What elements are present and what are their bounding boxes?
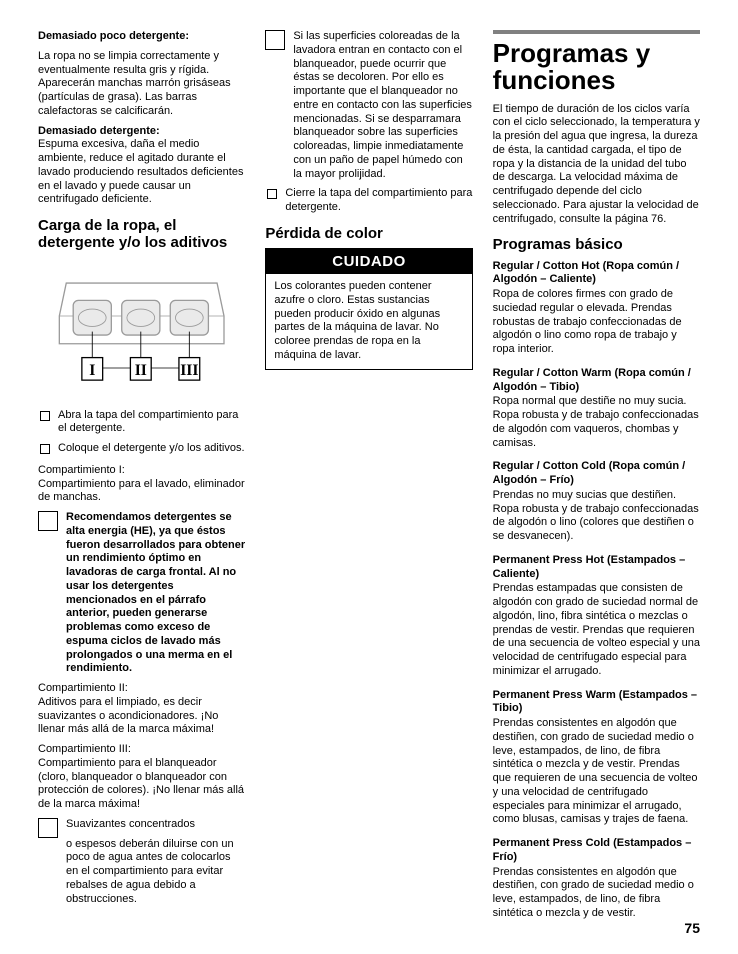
caution-header: CUIDADO (266, 249, 471, 274)
detergent-compartment-diagram: I II III (38, 264, 245, 394)
he-detergent-text: Recomendamos detergentes se alta energia… (66, 511, 245, 676)
program-title: Regular / Cotton Cold (Ropa común / Algo… (493, 460, 700, 488)
section-divider-bar (493, 30, 700, 34)
text-too-much-detergent: Espuma excesiva, daña el medio ambiente,… (38, 138, 245, 207)
program-item: Permanent Press Warm (Estampados – Tibio… (493, 689, 700, 828)
program-body: Ropa normal que destiñe no muy sucia. Ro… (493, 395, 700, 450)
program-item: Permanent Press Cold (Estampados – Frío)… (493, 837, 700, 921)
heading-programs-functions: Programas y funciones (493, 40, 700, 95)
compartment-2-body: Aditivos para el limpiado, es decir suav… (38, 696, 245, 737)
program-body: Prendas consistentes en algodón que dest… (493, 866, 700, 921)
bleach-surfaces-note: Si las superficies coloreadas de la lava… (265, 30, 472, 181)
compartment-2-label: Compartimiento II: (38, 682, 245, 696)
svg-text:III: III (180, 361, 198, 378)
programs-intro: El tiempo de duración de los ciclos varí… (493, 103, 700, 227)
program-item: Regular / Cotton Hot (Ropa común / Algod… (493, 260, 700, 357)
svg-text:I: I (89, 361, 95, 378)
load-steps-list: Abra la tapa del compartimiento para el … (38, 409, 245, 456)
svg-text:II: II (135, 361, 147, 378)
program-body: Prendas no muy sucias que destiñen. Ropa… (493, 489, 700, 544)
step-close-lid: Cierre la tapa del compartimiento para d… (265, 187, 472, 215)
compartment-1-label: Compartimiento I: (38, 464, 245, 478)
heading-basic-programs: Programas básico (493, 236, 700, 253)
step-add-detergent: Coloque el detergente y/o los aditivos. (38, 442, 245, 456)
heading-color-loss: Pérdida de color (265, 225, 472, 242)
program-title: Regular / Cotton Warm (Ropa común / Algo… (493, 367, 700, 395)
page-columns: Demasiado poco detergente: La ropa no se… (38, 30, 700, 931)
program-body: Prendas consistentes en algodón que dest… (493, 717, 700, 827)
heading-load-clothes: Carga de la ropa, el detergente y/o los … (38, 217, 245, 252)
page-number: 75 (684, 920, 700, 936)
text-too-little-detergent: La ropa no se limpia correctamente y eve… (38, 50, 245, 119)
program-item: Regular / Cotton Warm (Ropa común / Algo… (493, 367, 700, 451)
bleach-surfaces-text: Si las superficies coloreadas de la lava… (293, 30, 472, 181)
programs-list: Regular / Cotton Hot (Ropa común / Algod… (493, 260, 700, 921)
program-item: Regular / Cotton Cold (Ropa común / Algo… (493, 460, 700, 544)
compartment-3-body: Compartimiento para el blanqueador (clor… (38, 757, 245, 812)
program-title: Regular / Cotton Hot (Ropa común / Algod… (493, 260, 700, 288)
program-item: Permanent Press Hot (Estampados – Calien… (493, 554, 700, 679)
column-2: Si las superficies coloreadas de la lava… (265, 30, 472, 931)
column-3: Programas y funciones El tiempo de durac… (493, 30, 700, 931)
column-1: Demasiado poco detergente: La ropa no se… (38, 30, 245, 931)
caution-body: Los colorantes pueden contener azufre o … (266, 274, 471, 369)
caution-box: CUIDADO Los colorantes pueden contener a… (265, 248, 472, 370)
he-detergent-note: Recomendamos detergentes se alta energia… (38, 511, 245, 676)
program-body: Prendas estampadas que consisten de algo… (493, 582, 700, 678)
compartment-1-body: Compartimiento para el lavado, eliminado… (38, 478, 245, 506)
step-open-lid: Abra la tapa del compartimiento para el … (38, 409, 245, 437)
program-body: Ropa de colores firmes con grado de suci… (493, 288, 700, 357)
program-title: Permanent Press Hot (Estampados – Calien… (493, 554, 700, 582)
softener-note: Suavizantes concentrados (38, 818, 245, 832)
heading-too-much-detergent: Demasiado detergente: (38, 125, 245, 139)
program-title: Permanent Press Warm (Estampados – Tibio… (493, 689, 700, 717)
softener-head: Suavizantes concentrados (66, 818, 245, 832)
close-lid-list: Cierre la tapa del compartimiento para d… (265, 187, 472, 215)
heading-too-little-detergent: Demasiado poco detergente: (38, 30, 245, 44)
program-title: Permanent Press Cold (Estampados – Frío) (493, 837, 700, 865)
compartment-3-label: Compartimiento III: (38, 743, 245, 757)
softener-body: o espesos deberán diluirse con un poco d… (38, 838, 245, 907)
